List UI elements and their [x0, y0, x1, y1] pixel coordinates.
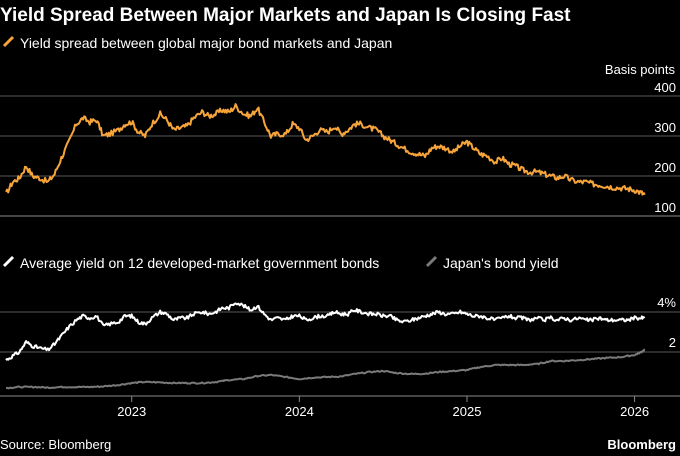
avg-yield-series-line: [5, 302, 646, 361]
x-tick-label: 2024: [285, 404, 314, 419]
top-y-tick-label: 100: [654, 200, 676, 215]
avg-yield-legend-label: Average yield on 12 developed-market gov…: [20, 255, 379, 271]
avg-yield-legend-swatch: [2, 255, 15, 268]
bottom-y-tick-label: 2: [669, 335, 676, 350]
bottom-y-tick-label: 4%: [657, 295, 676, 310]
source-note: Source: Bloomberg: [0, 437, 111, 452]
x-tick-label: 2026: [620, 404, 649, 419]
top-series: [5, 103, 646, 196]
top-ylabel: Basis points: [605, 62, 676, 77]
chart-title: Yield Spread Between Major Markets and J…: [0, 5, 571, 26]
japan-yield-legend-swatch: [425, 255, 438, 268]
japan-yield-series-line: [5, 348, 646, 390]
bloomberg-logo: Bloomberg: [607, 437, 676, 452]
spread-legend-swatch: [2, 35, 15, 48]
top-y-tick-label: 300: [654, 120, 676, 135]
spread-legend-label: Yield spread between global major bond m…: [20, 35, 392, 51]
bottom-grid: [0, 311, 680, 353]
top-grid: [0, 95, 680, 217]
top-y-tick-label: 400: [654, 80, 676, 95]
top-y-tick-label: 200: [654, 160, 676, 175]
x-axis-ticks: 2023 2024 2025 2026: [117, 396, 649, 419]
spread-series-line: [5, 103, 646, 196]
japan-yield-legend-label: Japan's bond yield: [443, 255, 559, 271]
bottom-series: [5, 302, 646, 390]
x-tick-label: 2025: [453, 404, 482, 419]
bottom-y-ticks: 2 4%: [657, 295, 676, 350]
top-y-ticks: 100 200 300 400: [654, 80, 676, 215]
x-tick-label: 2023: [117, 404, 146, 419]
